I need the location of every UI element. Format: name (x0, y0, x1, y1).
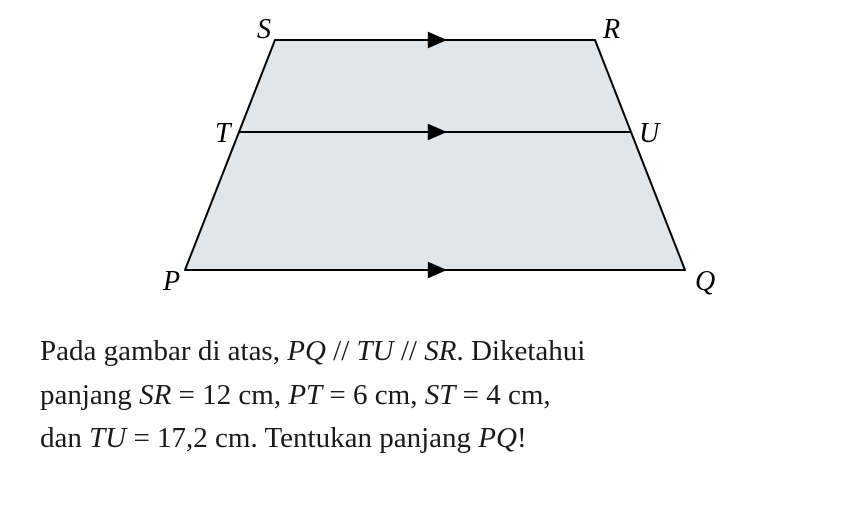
svg-text:T: T (215, 118, 233, 149)
trapezoid-figure: P Q R S T U (30, 10, 820, 310)
seg-SR: SR (424, 335, 456, 367)
svg-text:Q: Q (695, 266, 715, 297)
seg-SR: SR (139, 379, 171, 411)
text: Pada gambar di atas, (40, 335, 287, 367)
svg-text:U: U (639, 118, 661, 149)
svg-text:P: P (162, 266, 180, 297)
seg-ST: ST (425, 379, 456, 411)
text: . Diketahui (456, 335, 585, 367)
text: ! (517, 422, 527, 454)
trapezoid-svg: P Q R S T U (125, 10, 725, 310)
text: // (394, 335, 425, 367)
seg-TU: TU (357, 335, 394, 367)
svg-text:S: S (257, 14, 271, 45)
text: = 12 cm, (171, 379, 288, 411)
text: dan (40, 422, 89, 454)
seg-TU: TU (89, 422, 126, 454)
seg-PQ: PQ (478, 422, 517, 454)
svg-text:R: R (602, 14, 620, 45)
text: panjang (40, 379, 139, 411)
seg-PT: PT (288, 379, 322, 411)
seg-PQ: PQ (287, 335, 326, 367)
text: = 6 cm, (322, 379, 425, 411)
text: // (326, 335, 357, 367)
text: = 17,2 cm. Tentukan panjang (126, 422, 478, 454)
text: = 4 cm, (455, 379, 550, 411)
problem-statement: Pada gambar di atas, PQ // TU // SR. Dik… (30, 330, 820, 461)
